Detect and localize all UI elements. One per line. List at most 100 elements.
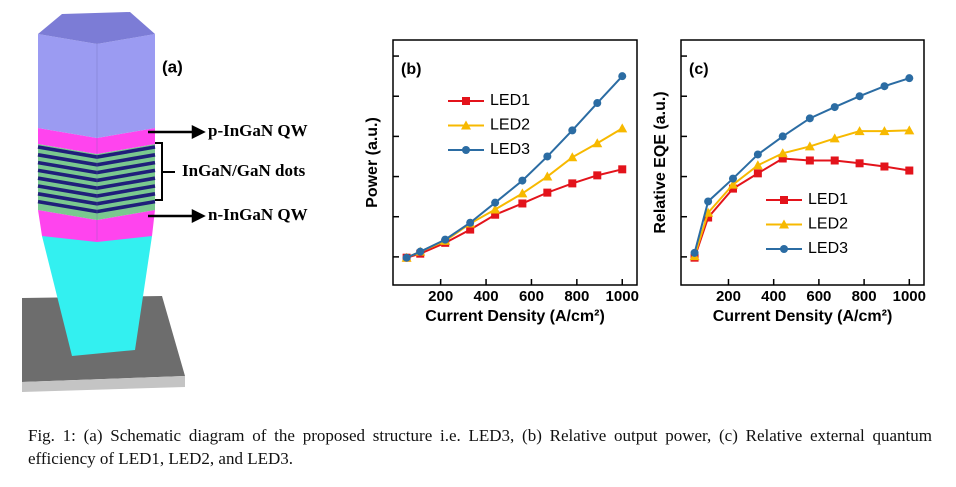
data-point xyxy=(618,165,627,174)
legend-label: LED2 xyxy=(808,216,848,233)
legend-label: LED2 xyxy=(490,117,530,134)
y-axis-label: Power (a.u.) xyxy=(364,117,381,208)
data-point xyxy=(855,92,864,101)
series-line xyxy=(693,157,910,259)
series-line xyxy=(406,75,623,259)
data-point xyxy=(753,169,762,178)
series-line xyxy=(693,77,910,254)
data-point xyxy=(752,160,763,170)
data-point xyxy=(441,235,450,244)
data-point xyxy=(704,197,713,206)
legend-marker xyxy=(779,219,789,229)
data-point xyxy=(567,152,578,162)
data-point xyxy=(879,126,890,136)
caption: Fig. 1: (a) Schematic diagram of the pro… xyxy=(28,426,932,468)
data-point xyxy=(593,171,602,180)
data-point xyxy=(905,166,914,175)
x-axis-label: Current Density (A/cm²) xyxy=(425,308,605,325)
data-point xyxy=(568,126,577,135)
data-point xyxy=(543,152,552,161)
legend-label: LED1 xyxy=(490,92,530,109)
legend-marker xyxy=(461,120,471,130)
data-point xyxy=(518,176,527,185)
data-point xyxy=(728,184,737,193)
x-tick-label: 800 xyxy=(564,288,589,305)
legend-label: LED1 xyxy=(808,191,848,208)
n-qw xyxy=(38,210,155,242)
x-tick-label: 600 xyxy=(519,288,544,305)
series-line xyxy=(693,129,910,257)
x-tick-label: 400 xyxy=(761,288,786,305)
data-point xyxy=(804,141,815,151)
callout: InGaN/GaN dots xyxy=(182,161,306,180)
legend-marker xyxy=(780,196,788,204)
data-point xyxy=(543,188,552,197)
data-point xyxy=(617,123,628,133)
data-point xyxy=(905,74,914,83)
panel-label: (c) xyxy=(689,61,709,78)
data-point xyxy=(880,82,889,91)
data-point xyxy=(777,148,788,158)
data-point xyxy=(778,154,787,163)
data-point xyxy=(491,210,500,219)
data-point xyxy=(704,213,713,222)
x-tick-label: 1000 xyxy=(606,288,639,305)
panel-label: (b) xyxy=(401,61,421,78)
data-point xyxy=(402,253,411,262)
data-point xyxy=(466,218,475,227)
x-tick-label: 600 xyxy=(806,288,831,305)
y-axis-label: Relative EQE (a.u.) xyxy=(652,91,669,233)
data-point xyxy=(542,171,553,181)
legend-marker xyxy=(462,146,470,154)
legend-marker xyxy=(780,245,788,253)
x-tick-label: 800 xyxy=(852,288,877,305)
figure: (a) p-InGaN QW InGaN/GaN dots n-InGaN QW… xyxy=(22,12,926,392)
x-tick-label: 200 xyxy=(428,288,453,305)
data-point xyxy=(855,159,864,168)
data-point xyxy=(690,248,699,257)
data-point xyxy=(805,114,814,123)
x-tick-label: 1000 xyxy=(893,288,926,305)
panel-label: (a) xyxy=(162,57,183,76)
legend-label: LED3 xyxy=(490,141,530,158)
substrate-edge xyxy=(22,376,185,392)
data-point xyxy=(904,125,915,135)
data-point xyxy=(518,199,527,208)
p-qw xyxy=(38,128,155,154)
data-point xyxy=(490,204,501,214)
wire-top xyxy=(38,12,155,44)
data-point xyxy=(753,150,762,159)
data-point xyxy=(830,103,839,112)
data-point xyxy=(568,179,577,188)
data-point xyxy=(727,179,738,189)
x-tick-label: 200 xyxy=(716,288,741,305)
data-point xyxy=(805,156,814,165)
data-point xyxy=(593,99,602,108)
data-point xyxy=(854,126,865,136)
nanowire-schematic xyxy=(22,12,185,392)
data-point xyxy=(517,188,528,198)
data-point xyxy=(618,72,627,81)
data-point xyxy=(728,174,737,183)
n-gan xyxy=(42,236,152,356)
plot-frame xyxy=(392,39,638,286)
p-gan xyxy=(38,34,155,138)
data-point xyxy=(830,156,839,165)
callout: n-InGaN QW xyxy=(208,205,308,224)
data-point xyxy=(466,225,475,234)
legend-marker xyxy=(462,97,470,105)
data-point xyxy=(880,162,889,171)
data-point xyxy=(416,247,425,256)
callout: p-InGaN QW xyxy=(208,121,308,140)
data-point xyxy=(829,133,840,143)
x-axis-label: Current Density (A/cm²) xyxy=(713,308,893,325)
data-point xyxy=(778,132,787,141)
legend-label: LED3 xyxy=(808,240,848,257)
series-line xyxy=(406,168,623,259)
callout-arrows xyxy=(148,124,206,224)
x-tick-label: 400 xyxy=(474,288,499,305)
plot-frame xyxy=(680,39,925,286)
data-point xyxy=(491,198,500,207)
data-point xyxy=(592,138,603,148)
